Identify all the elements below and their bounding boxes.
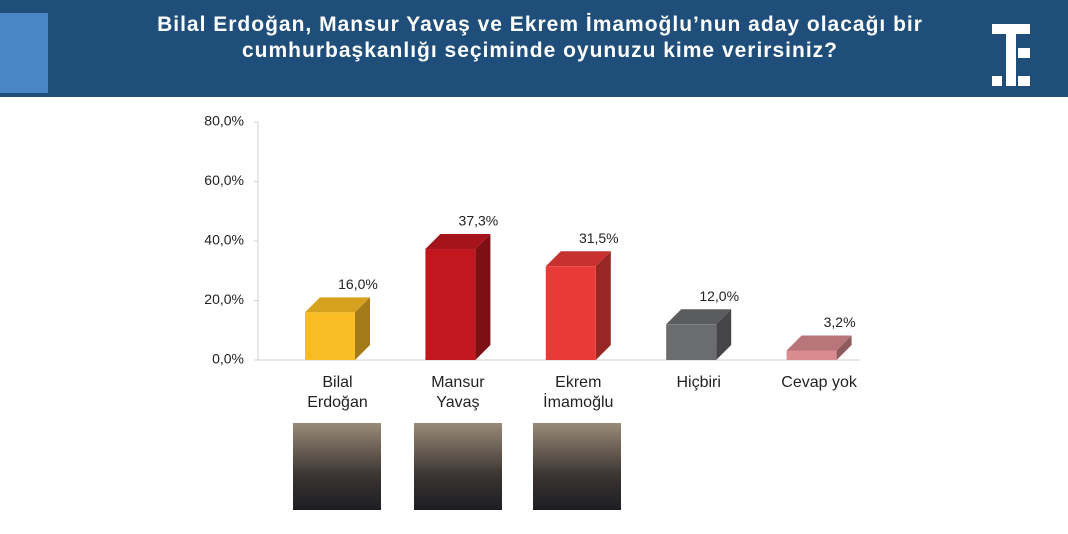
y-tick-label: 60,0% [204,172,244,188]
x-tick-label: Mansur Yavaş [431,374,485,411]
value-label: 31,5% [579,230,619,246]
value-label: 3,2% [824,314,856,330]
y-tick-label: 80,0% [204,113,244,129]
header-accent [0,13,48,93]
x-tick-label: Hiçbiri [676,374,721,391]
header-band: Bilal Erdoğan, Mansur Yavaş ve Ekrem İma… [0,0,1068,97]
value-label: 12,0% [699,288,739,304]
bar [666,324,717,360]
y-tick-label: 40,0% [204,232,244,248]
photo [293,423,381,510]
x-tick-label: Bilal Erdoğan [307,374,368,411]
bar-top [786,335,852,351]
bar-top [545,251,611,267]
bar-top [425,234,491,250]
bar-side [836,335,852,360]
bar [786,350,837,360]
x-tick-label: Ekrem İmamoğlu [543,374,614,411]
y-tick-label: 20,0% [204,291,244,307]
bar [425,249,476,360]
x-tick-label: Cevap yok [781,374,857,391]
bar-top [305,297,370,313]
bar-top [666,309,732,325]
value-label: 37,3% [459,213,499,229]
bar-side [475,234,491,360]
bar-side [716,309,732,360]
y-tick-label: 0,0% [212,351,244,367]
chart-title: Bilal Erdoğan, Mansur Yavaş ve Ekrem İma… [157,13,923,62]
photo [533,423,621,510]
logo [992,24,1030,86]
value-label: 16,0% [338,276,378,292]
bar-side [595,251,611,360]
bar [305,312,355,360]
bar [545,266,596,360]
photo [414,423,502,510]
bar-side [355,297,370,360]
